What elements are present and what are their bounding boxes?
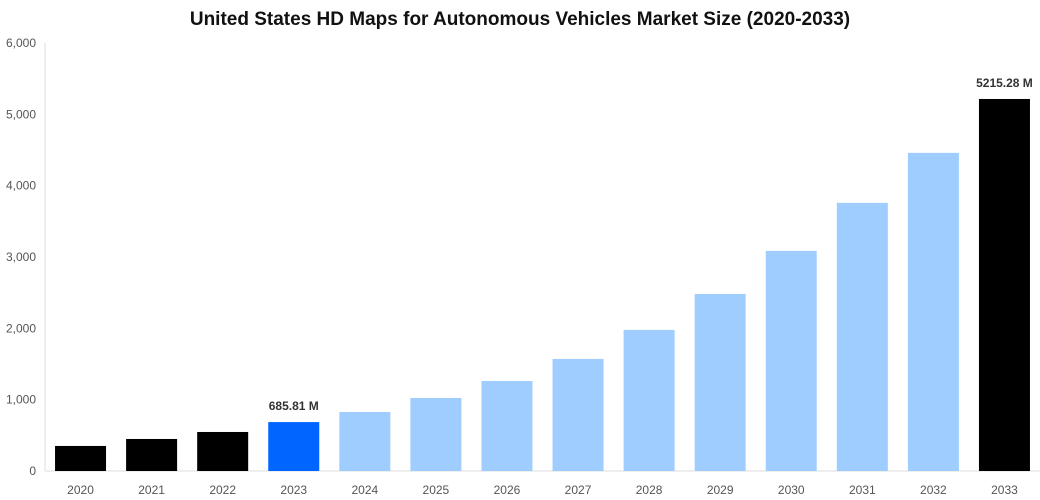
chart-title: United States HD Maps for Autonomous Veh… bbox=[189, 9, 851, 30]
bar-2031 bbox=[836, 202, 888, 471]
x-tick-label: 2032 bbox=[920, 483, 947, 497]
y-tick-label: 4,000 bbox=[6, 179, 36, 193]
x-tick-label: 2020 bbox=[67, 483, 94, 497]
x-tick-label: 2021 bbox=[138, 483, 165, 497]
bar-2030 bbox=[765, 250, 817, 471]
bar-2028 bbox=[623, 329, 675, 471]
bar-2023 bbox=[268, 422, 320, 471]
x-tick-label: 2025 bbox=[423, 483, 450, 497]
x-tick-label: 2027 bbox=[565, 483, 592, 497]
data-label: 685.81 M bbox=[269, 399, 319, 413]
y-tick-label: 0 bbox=[29, 464, 36, 478]
y-tick-label: 5,000 bbox=[6, 107, 36, 121]
bar-2026 bbox=[481, 380, 533, 471]
x-tick-label: 2031 bbox=[849, 483, 876, 497]
bar-2021 bbox=[126, 438, 178, 471]
y-tick-label: 1,000 bbox=[6, 393, 36, 407]
bar-2022 bbox=[197, 431, 249, 471]
x-tick-label: 2030 bbox=[778, 483, 805, 497]
x-tick-label: 2023 bbox=[280, 483, 307, 497]
bar-2027 bbox=[552, 358, 604, 471]
bar-2020 bbox=[55, 445, 107, 471]
bar-2025 bbox=[410, 397, 462, 471]
bar-2032 bbox=[907, 152, 959, 471]
x-tick-label: 2028 bbox=[636, 483, 663, 497]
x-tick-label: 2024 bbox=[351, 483, 378, 497]
bar-2029 bbox=[694, 293, 746, 471]
data-label: 5215.28 M bbox=[976, 76, 1033, 90]
y-tick-label: 6,000 bbox=[6, 36, 36, 50]
y-tick-label: 2,000 bbox=[6, 321, 36, 335]
x-tick-label: 2029 bbox=[707, 483, 734, 497]
bar-2024 bbox=[339, 412, 391, 471]
x-tick-label: 2026 bbox=[494, 483, 521, 497]
x-tick-label: 2033 bbox=[991, 483, 1018, 497]
y-tick-label: 3,000 bbox=[6, 250, 36, 264]
x-tick-label: 2022 bbox=[209, 483, 236, 497]
bar-2033 bbox=[978, 98, 1030, 472]
